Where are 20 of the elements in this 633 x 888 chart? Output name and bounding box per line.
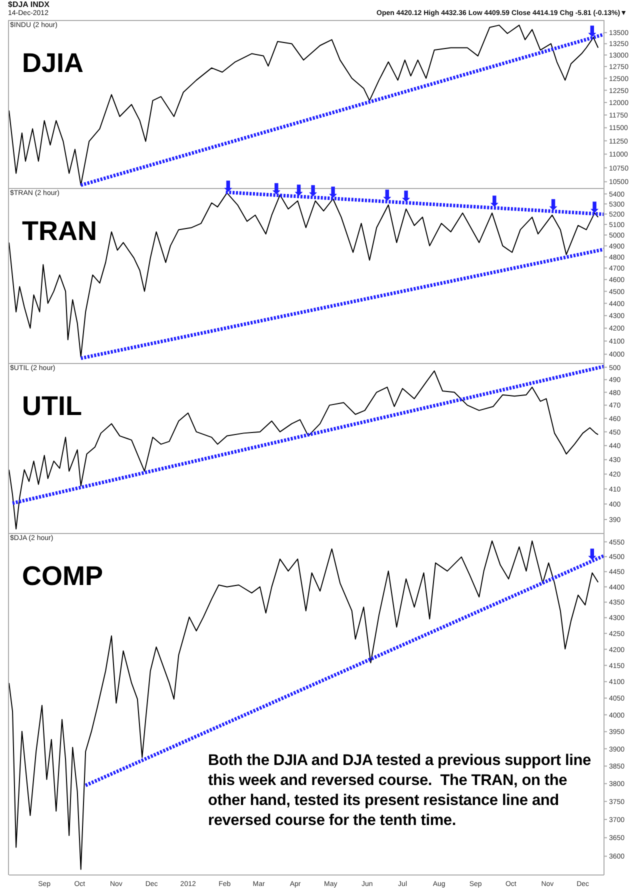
- text: DJIA: [22, 48, 84, 78]
- arrow-icon: ⬇: [588, 198, 601, 217]
- text: UTIL: [22, 391, 82, 421]
- arrow-icon: ⬇: [380, 186, 394, 204]
- line-series: [9, 370, 599, 530]
- arrow-icon: ⬇: [306, 182, 320, 200]
- arrow-icon: ⬇: [586, 22, 598, 40]
- text: $DJA INDX: [8, 0, 50, 9]
- annotation: Both the DJIA and DJA tested a previous support line this week and reversed course. The TRAN, on the other hand, tested its present resistance line and reversed course for the tenth time.: [208, 751, 592, 831]
- line-series: [9, 540, 599, 870]
- arrow-icon: ⬇: [400, 188, 412, 206]
- arrow-icon: ⬇: [292, 181, 306, 200]
- arrow-icon: ⬇: [222, 178, 234, 196]
- arrow-icon: ⬇: [488, 192, 501, 211]
- arrow-icon: ⬇: [270, 180, 283, 198]
- arrow-icon: ⬇: [547, 196, 560, 214]
- text: TRAN: [22, 216, 97, 246]
- arrow-icon: ⬇: [326, 183, 340, 202]
- text: COMP: [22, 561, 103, 591]
- arrow-icon: ⬇: [586, 546, 598, 564]
